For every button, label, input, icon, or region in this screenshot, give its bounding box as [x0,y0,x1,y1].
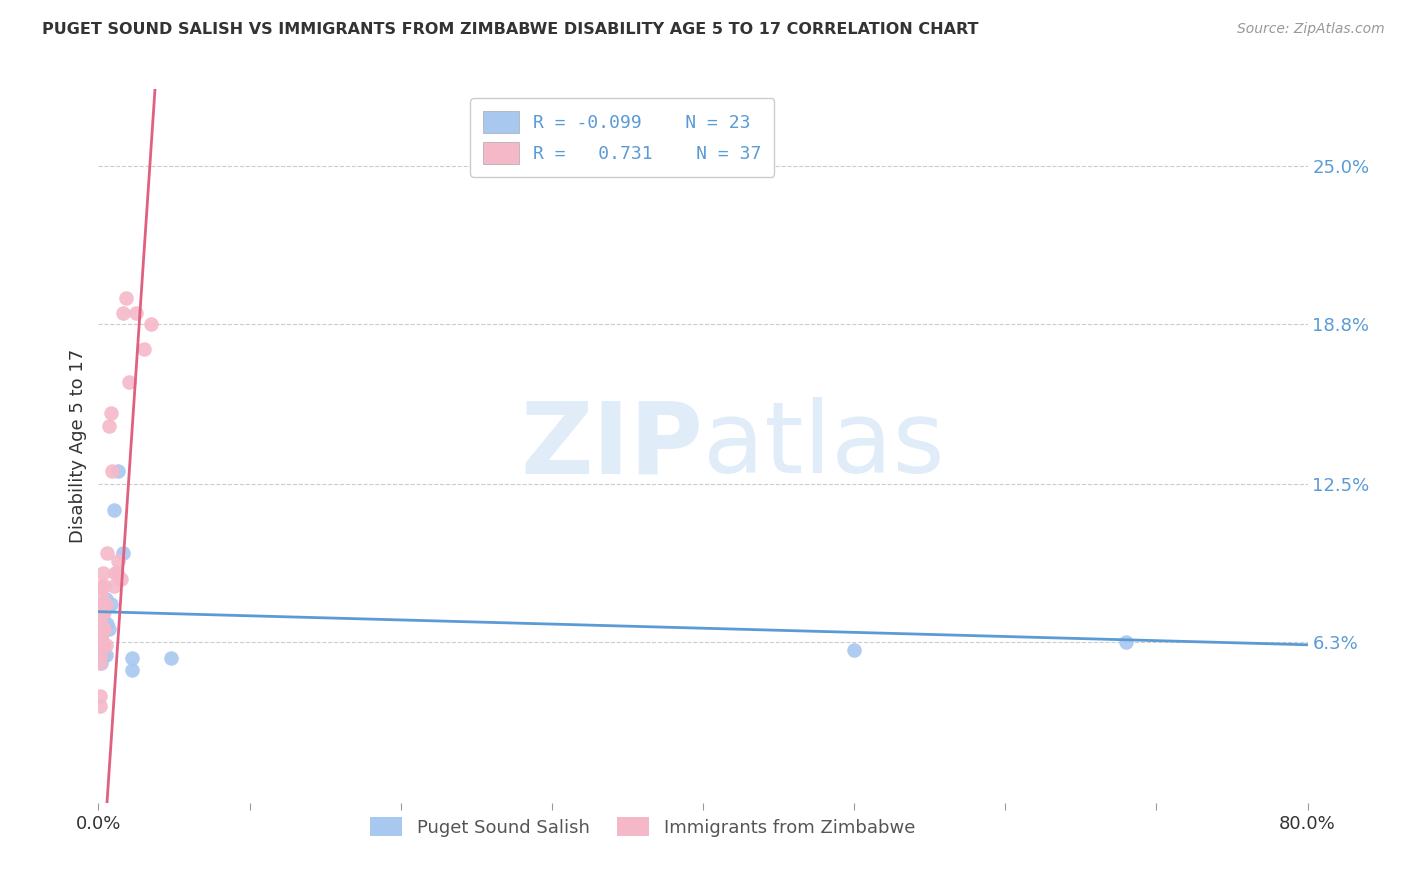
Point [103,579,125,593]
Point [91,566,114,581]
Point [93,617,115,632]
Point [89,643,111,657]
Point [93,597,115,611]
Point [105,566,128,581]
Point [121,663,143,677]
Point [93,605,115,619]
Point [89,605,111,619]
Point [94,591,117,606]
Point [104,566,127,581]
Point [125,306,148,320]
Point [93,623,115,637]
Point [103,502,125,516]
Y-axis label: Disability Age 5 to 17: Disability Age 5 to 17 [69,349,87,543]
Point [90,648,112,662]
Point [89,656,111,670]
Point [96,617,118,632]
Point [121,650,143,665]
Point [98,623,121,637]
Point [91,648,114,662]
Point [132,342,155,356]
Point [89,623,111,637]
Point [98,418,121,433]
Point [844,643,866,657]
Point [107,465,129,479]
Point [110,572,132,586]
Point [90,597,112,611]
Point [93,579,115,593]
Point [89,623,111,637]
Text: PUGET SOUND SALISH VS IMMIGRANTS FROM ZIMBABWE DISABILITY AGE 5 TO 17 CORRELATIO: PUGET SOUND SALISH VS IMMIGRANTS FROM ZI… [42,22,979,37]
Point [107,554,129,568]
Point [111,306,134,320]
Point [94,638,117,652]
Point [90,630,112,644]
Point [101,465,124,479]
Point [141,317,163,331]
Point [94,597,117,611]
Point [1115,635,1137,649]
Point [89,638,111,652]
Point [91,605,114,619]
Point [100,406,122,420]
Point [118,376,141,390]
Point [90,612,112,626]
Point [100,597,122,611]
Point [89,698,111,713]
Point [89,579,111,593]
Legend: Puget Sound Salish, Immigrants from Zimbabwe: Puget Sound Salish, Immigrants from Zimb… [363,809,922,844]
Point [89,612,111,626]
Point [91,623,114,637]
Point [91,638,114,652]
Point [160,650,183,665]
Point [94,648,117,662]
Point [114,291,136,305]
Text: Source: ZipAtlas.com: Source: ZipAtlas.com [1237,22,1385,37]
Point [89,597,111,611]
Point [96,546,118,560]
Point [90,656,112,670]
Point [89,689,111,703]
Point [111,546,134,560]
Point [90,587,112,601]
Point [91,612,114,626]
Text: atlas: atlas [703,398,945,494]
Point [90,617,112,632]
Text: ZIP: ZIP [520,398,703,494]
Point [90,630,112,644]
